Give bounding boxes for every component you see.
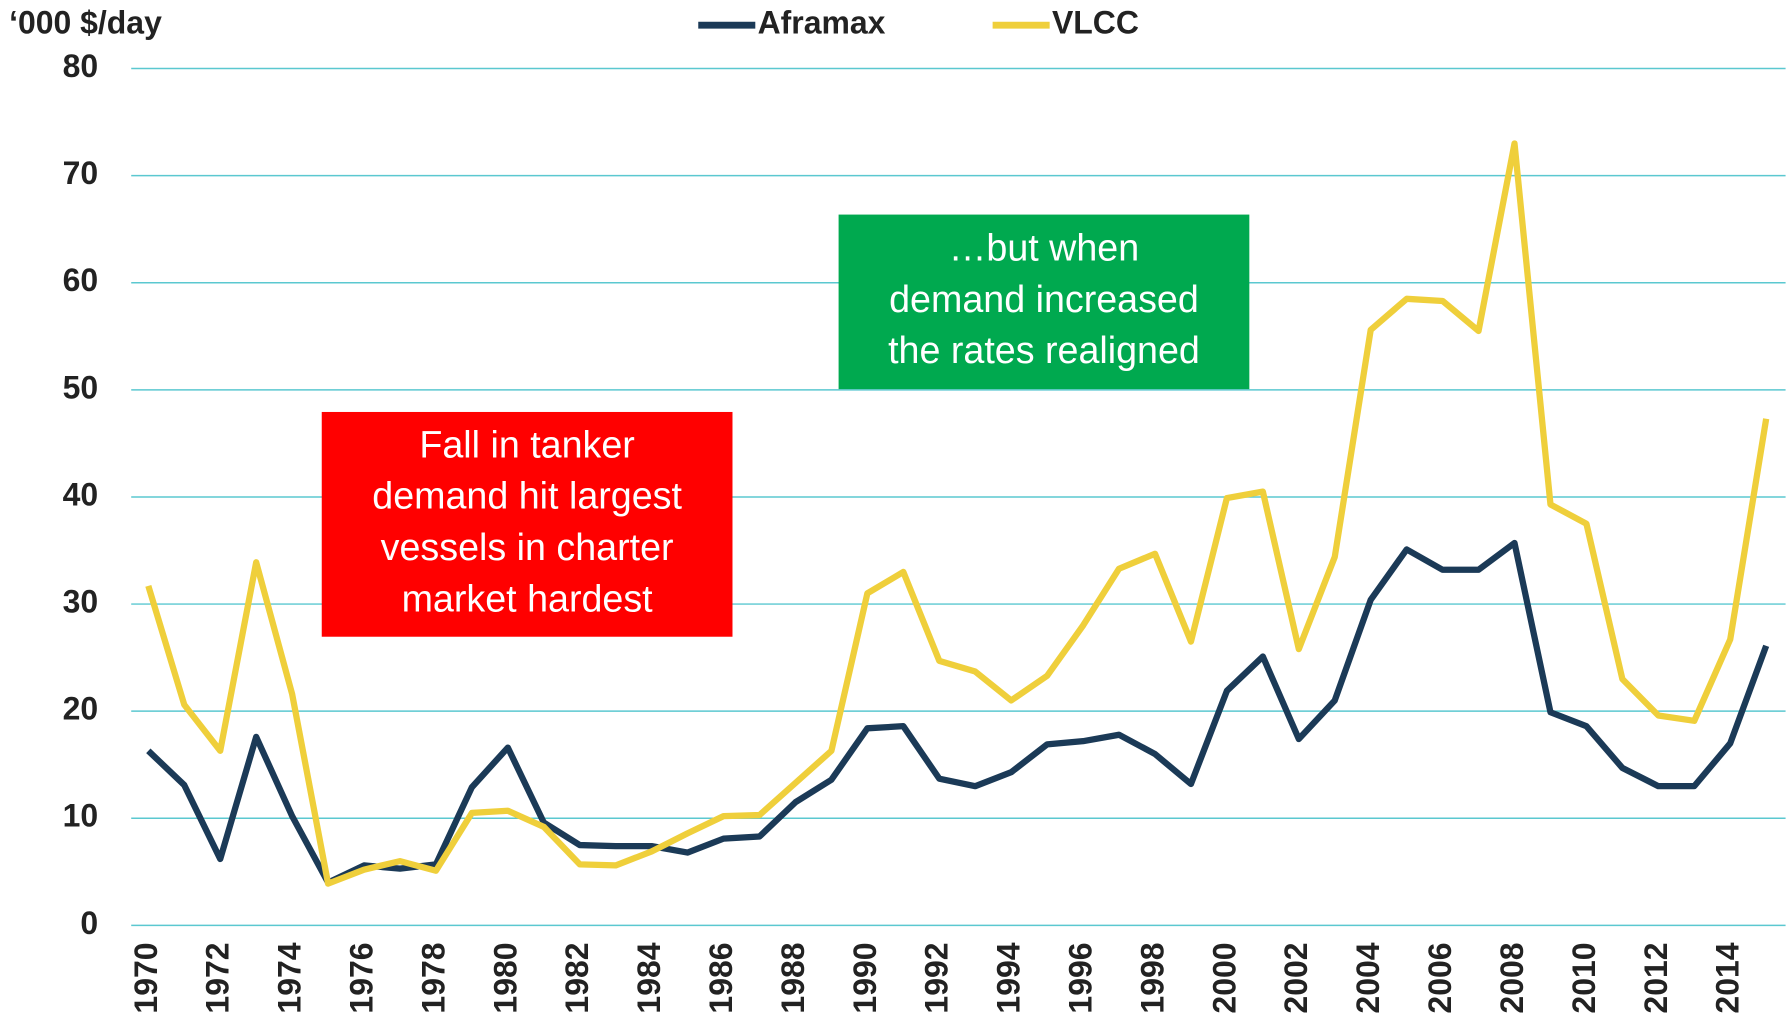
y-tick-label: 60 [63, 262, 99, 298]
x-tick-label: 2008 [1494, 943, 1530, 1014]
annotation-text: demand increased [889, 278, 1199, 320]
y-tick-label: 40 [63, 476, 99, 512]
x-tick-label: 1980 [487, 943, 523, 1014]
x-tick-label: 1984 [631, 942, 667, 1013]
x-tick-label: 1996 [1063, 943, 1099, 1014]
legend-label: VLCC [1052, 5, 1139, 41]
x-tick-label: 2000 [1206, 943, 1242, 1014]
x-tick-label: 1990 [847, 943, 883, 1014]
y-tick-label: 0 [80, 905, 98, 941]
x-tick-label: 1982 [559, 943, 595, 1014]
x-tick-label: 1972 [200, 943, 236, 1014]
x-tick-label: 1978 [415, 943, 451, 1014]
y-tick-label: 20 [63, 691, 99, 727]
annotation-box [321, 411, 733, 637]
x-tick-label: 1974 [272, 942, 308, 1013]
y-tick-label: 30 [63, 584, 99, 620]
annotation-text: the rates realigned [888, 329, 1200, 371]
y-tick-label: 50 [63, 369, 99, 405]
x-tick-label: 2004 [1350, 942, 1386, 1013]
x-tick-label: 2010 [1566, 943, 1602, 1014]
annotation-text: Fall in tanker [419, 423, 634, 465]
legend-label: Aframax [758, 5, 886, 41]
x-tick-label: 1998 [1134, 943, 1170, 1014]
x-tick-label: 2012 [1638, 943, 1674, 1014]
y-tick-label: 70 [63, 155, 99, 191]
annotation-text: vessels in charter [381, 526, 674, 568]
y-tick-label: 10 [63, 798, 99, 834]
annotation-text: market hardest [402, 577, 654, 619]
x-tick-label: 1986 [703, 943, 739, 1014]
annotation-text: …but when [949, 226, 1139, 268]
annotation-text: demand hit largest [372, 475, 682, 517]
x-tick-label: 1994 [991, 942, 1027, 1013]
x-tick-label: 1976 [343, 943, 379, 1014]
x-tick-label: 1992 [919, 943, 955, 1014]
x-tick-label: 2002 [1278, 943, 1314, 1014]
annotation-box [838, 214, 1250, 390]
series-line [145, 140, 1770, 887]
x-tick-label: 2014 [1710, 942, 1746, 1013]
y-axis-label: ‘000 $/day [9, 5, 162, 41]
x-tick-label: 2006 [1422, 943, 1458, 1014]
x-tick-label: 1988 [775, 943, 811, 1014]
y-tick-label: 80 [63, 48, 99, 84]
x-tick-label: 1970 [128, 943, 164, 1014]
